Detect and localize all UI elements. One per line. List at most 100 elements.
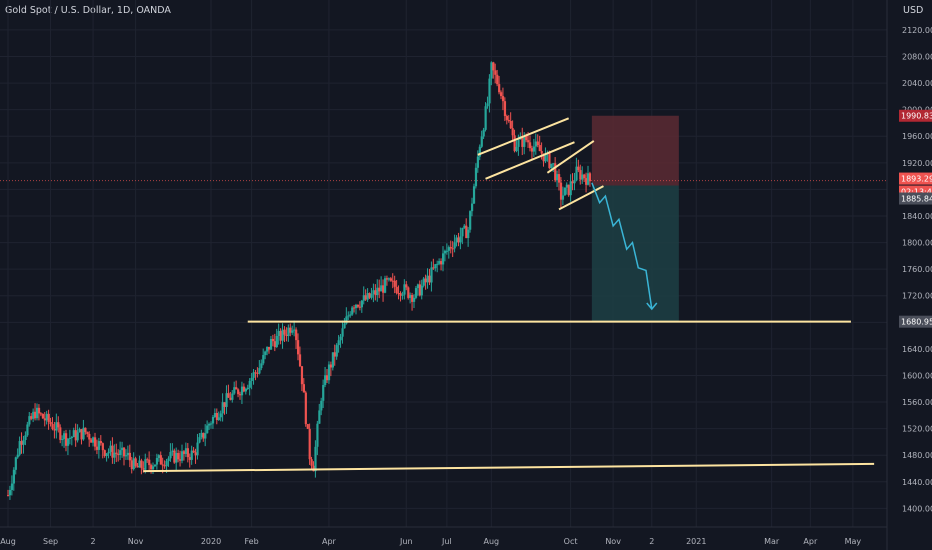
candle-body [155,458,159,465]
candle-body [335,345,338,357]
candle-body [12,469,15,484]
candle-body [442,253,445,265]
candle-body [542,153,545,162]
candle-body [472,186,476,204]
candle-body [550,163,553,168]
candle-body [527,140,530,143]
candle-body [401,294,404,296]
candle-body [424,278,427,283]
candle-body [511,128,514,136]
candle-body [204,433,207,439]
candle-body [289,327,292,333]
y-tick-label: 1400.00 [902,504,932,513]
candle-body [353,307,356,309]
candle-body [211,416,215,424]
candle-body [295,329,298,341]
candle-body [105,453,108,457]
candle-body [26,424,29,436]
candle-body [66,438,70,446]
candle-body [256,372,259,374]
candle-body [210,423,213,425]
candle-body [63,433,66,439]
candle-body [391,280,394,282]
rising-trendline [143,462,875,473]
stop-price-badge-bg [899,109,932,122]
candle-body [202,432,205,439]
candle-body [248,380,251,388]
candle-body [39,413,43,415]
candle-body [538,145,541,152]
y-tick-label: 2040.00 [902,79,932,88]
candle-body [161,464,164,466]
candle-body [130,460,133,470]
candle-body [505,116,508,120]
candle-body [84,427,87,433]
candle-body [78,429,81,433]
candle-body [515,146,518,152]
candle-body [347,315,350,317]
candle-body [213,413,217,417]
candle-body [484,106,487,130]
candle-body [436,263,439,265]
candle-body [208,423,211,426]
candle-body [327,364,331,381]
candle-body [297,340,300,355]
candle-body [556,174,559,181]
candle-body [97,441,101,450]
candle-body [397,293,400,295]
y-tick-label: 1920.00 [902,159,932,168]
candle-body [349,314,352,316]
candle-body [548,152,551,168]
x-tick-label: May [845,537,862,546]
candle-body [279,331,282,341]
candle-body [275,335,278,348]
candle-body [498,84,501,93]
candle-body [324,375,327,385]
channel-line [477,117,570,156]
y-tick-label: 1640.00 [902,345,932,354]
candle-body [47,413,50,422]
chart-title: Gold Spot / U.S. Dollar, 1D, OANDA [5,5,171,16]
candle-body [111,445,114,458]
candle-body [206,425,209,434]
candle-body [438,261,441,264]
candle-body [413,297,416,302]
y-tick-label: 1480.00 [902,451,932,460]
candle-body [10,483,14,490]
candle-body [157,455,160,459]
candle-body [382,285,385,293]
candle-body [235,387,238,390]
candle-body [90,439,93,443]
candle-body [237,389,240,395]
y-tick-label: 2120.00 [902,26,932,35]
candle-body [399,293,402,296]
candle-body [167,458,170,462]
candle-body [179,459,182,461]
candle-body [298,354,302,367]
candle-body [581,174,584,180]
y-tick-label: 1520.00 [902,425,932,434]
candle-body [532,146,536,152]
candle-body [405,284,408,288]
candle-body [513,135,516,152]
candle-body [152,466,155,470]
candle-body [525,135,528,141]
target-price-badge-bg [899,315,932,328]
candle-body [260,363,263,369]
candle-body [372,290,375,294]
candle-body [312,465,315,472]
candle-body [109,445,112,452]
candle-body [184,448,188,454]
candle-body [529,142,532,149]
candle-body [171,450,174,453]
candle-body [571,181,574,184]
candle-body [474,167,478,187]
y-tick-label: 1760.00 [902,265,932,274]
candle-body [434,264,437,269]
candle-body [482,129,485,137]
currency-selector[interactable]: USD [903,5,924,16]
candle-body [374,290,377,296]
candle-body [403,284,406,295]
candle-body [198,437,201,443]
